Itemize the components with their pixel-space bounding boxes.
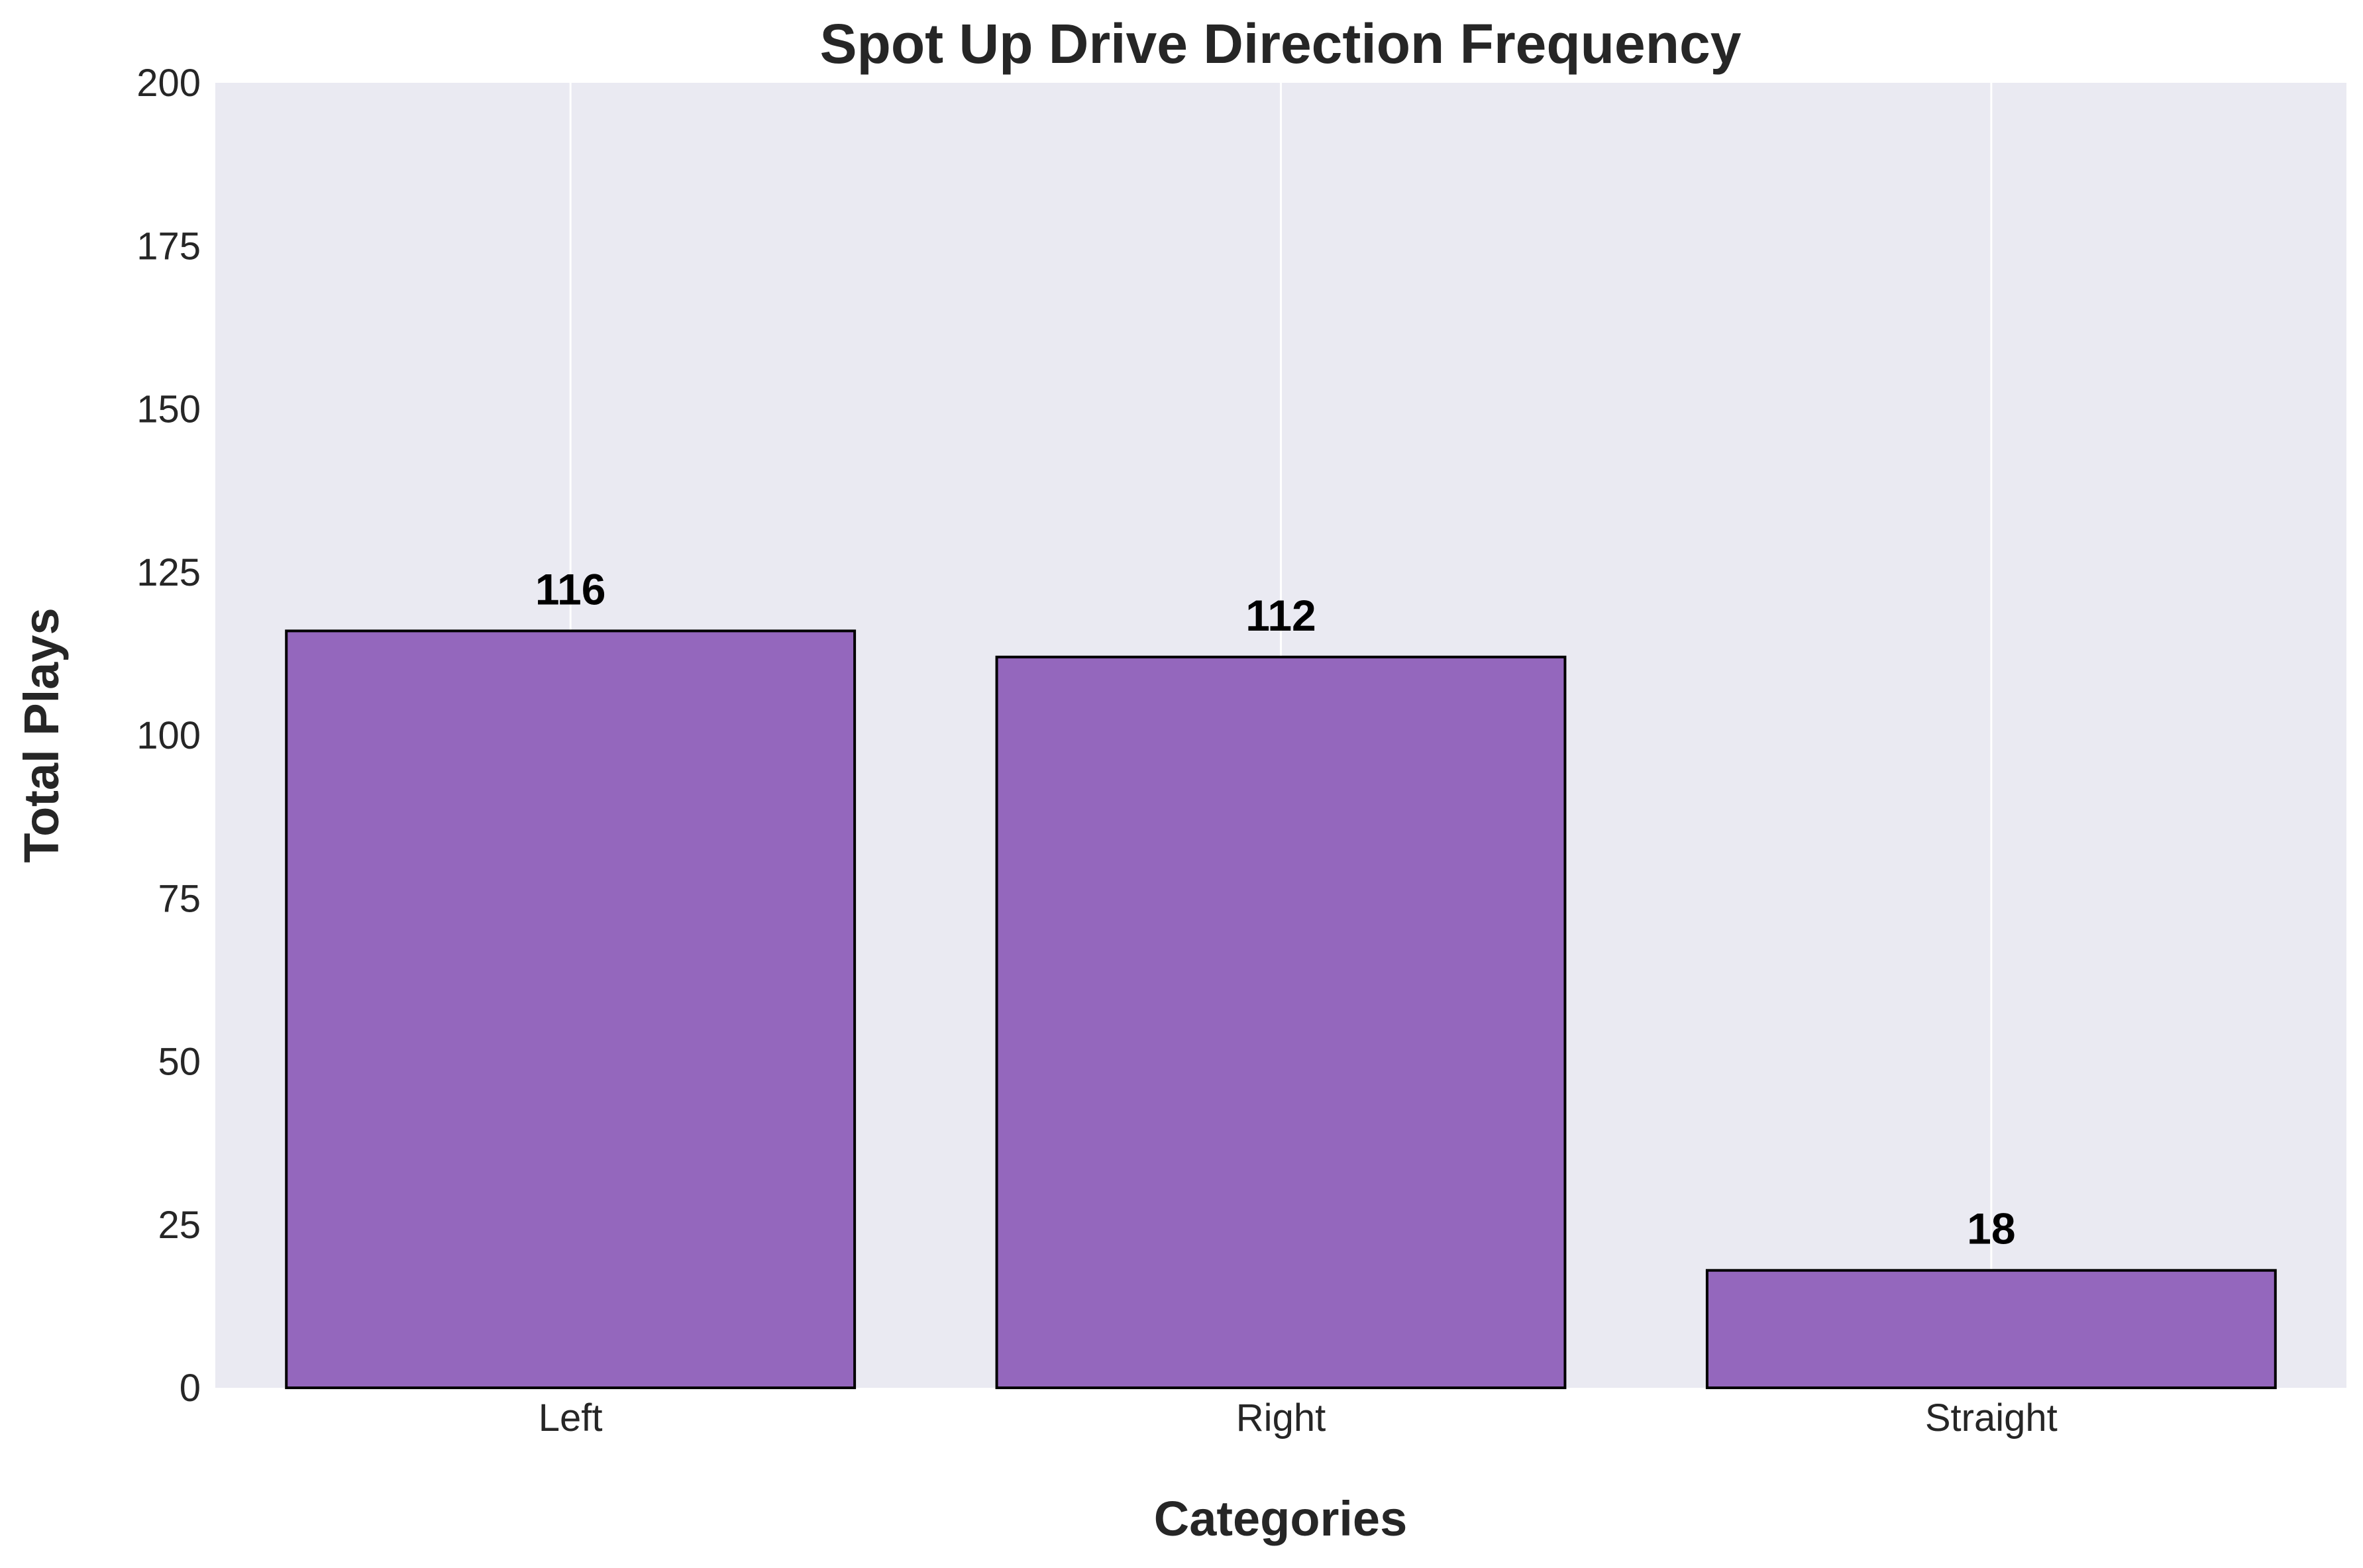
y-tick-label: 100: [136, 714, 201, 757]
y-axis-title: Total Plays: [14, 607, 69, 862]
y-tick-label: 25: [158, 1204, 201, 1247]
bars: [285, 629, 2277, 1389]
y-tick-label: 0: [180, 1367, 201, 1410]
y-tick-label: 175: [136, 225, 201, 268]
x-tick-label: Straight: [1925, 1396, 2058, 1439]
bar-right: [995, 655, 1567, 1389]
data-labels: 116 112 18: [535, 564, 2016, 1253]
data-label-right: 112: [1245, 591, 1316, 640]
y-tick-label: 50: [158, 1041, 201, 1084]
chart-title: Spot Up Drive Direction Frequency: [820, 13, 1742, 75]
x-tick-label: Right: [1236, 1396, 1326, 1439]
bar-straight: [1705, 1269, 2277, 1389]
y-tick-label: 200: [136, 62, 201, 105]
data-label-left: 116: [535, 564, 605, 613]
x-axis-title: Categories: [1154, 1491, 1407, 1546]
y-tick-label: 125: [136, 551, 201, 594]
x-tick-label: Left: [539, 1396, 603, 1439]
bar-left: [285, 629, 857, 1389]
x-axis-ticks: Left Right Straight: [539, 1396, 2058, 1439]
data-label-straight: 18: [1967, 1204, 2015, 1253]
y-axis-ticks: 0 25 50 75 100 125 150 175 200: [136, 62, 201, 1410]
y-tick-label: 150: [136, 388, 201, 431]
y-tick-label: 75: [158, 877, 201, 920]
